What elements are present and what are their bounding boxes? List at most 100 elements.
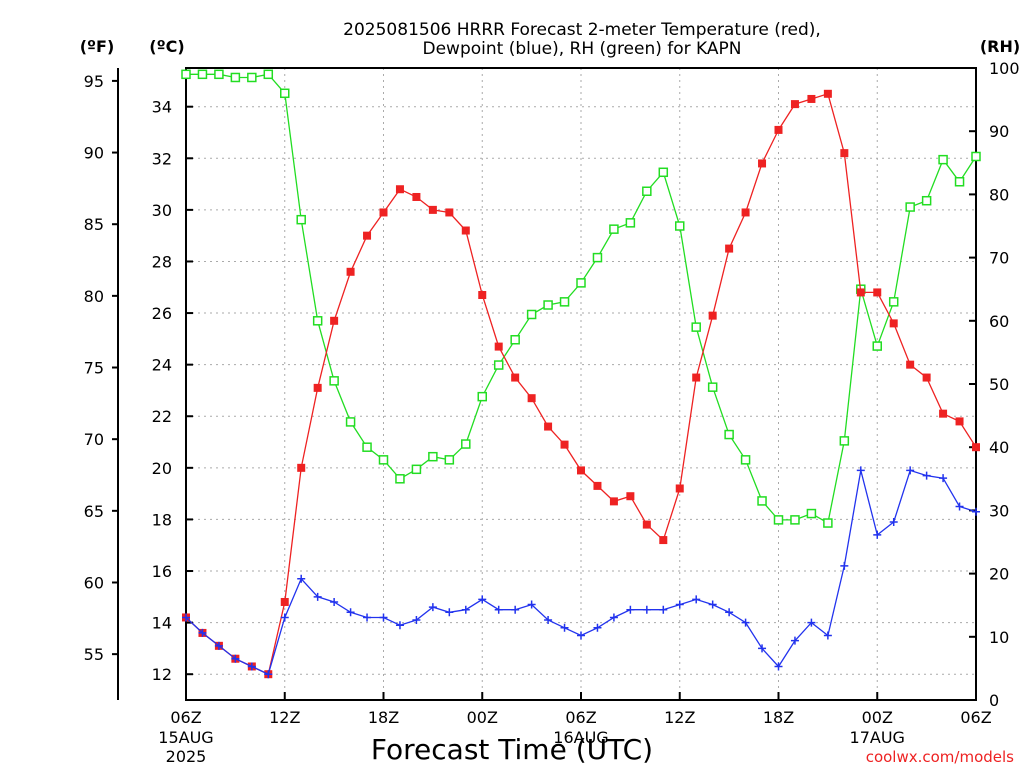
temperature-point xyxy=(659,536,668,545)
rh-point xyxy=(312,316,323,326)
rh-tick-label: 10 xyxy=(989,628,1009,647)
dewpoint-point xyxy=(461,605,470,614)
series-layer xyxy=(181,69,981,679)
rh-point xyxy=(576,278,586,288)
rh-tick-label: 60 xyxy=(989,312,1009,331)
rh-point xyxy=(954,177,965,187)
chart-title-line2: Dewpoint (blue), RH (green) for KAPN xyxy=(422,39,741,59)
dewpoint-point xyxy=(330,597,339,606)
celsius-tick-label: 18 xyxy=(152,510,172,529)
celsius-tick-label: 16 xyxy=(152,562,172,581)
temperature-point xyxy=(741,208,750,217)
temperature-point xyxy=(774,125,783,134)
rh-tick-label: 70 xyxy=(989,249,1009,268)
dewpoint-point xyxy=(346,608,355,617)
dewpoint-point xyxy=(511,605,520,614)
dewpoint-point xyxy=(889,518,898,527)
temperature-point xyxy=(642,520,651,529)
rh-point xyxy=(658,167,669,178)
series-line-filled-square xyxy=(185,92,977,676)
date-label: 16AUG xyxy=(553,728,608,747)
dewpoint-point xyxy=(560,623,569,632)
temperature-point xyxy=(313,383,322,392)
rh-point xyxy=(214,69,224,80)
dewpoint-point xyxy=(363,613,372,622)
rh-point xyxy=(872,341,882,351)
fahrenheit-tick-label: 65 xyxy=(84,502,104,521)
temperature-point xyxy=(428,205,437,214)
temperature-point xyxy=(609,497,618,506)
rh-point xyxy=(592,252,603,263)
rh-point xyxy=(971,151,981,162)
rh-point xyxy=(806,508,817,519)
rh-point xyxy=(543,300,553,310)
date-label: 15AUG xyxy=(158,728,213,747)
temperature-point xyxy=(708,311,717,320)
dewpoint-point xyxy=(379,613,388,622)
dewpoint-point xyxy=(214,641,223,650)
temperature-point xyxy=(494,342,503,351)
x-axis-title: Forecast Time (UTC) xyxy=(371,733,653,766)
rh-point xyxy=(675,221,685,231)
dewpoint-point xyxy=(494,605,503,614)
rh-point xyxy=(559,297,570,307)
rh-point xyxy=(724,429,734,440)
temperature-point xyxy=(577,466,585,475)
rh-point xyxy=(395,474,405,484)
dewpoint-point xyxy=(412,616,421,625)
fahrenheit-tick-label: 80 xyxy=(84,287,104,306)
rh-point xyxy=(444,455,455,465)
dewpoint-point xyxy=(297,574,306,583)
fahrenheit-unit-label: (ºF) xyxy=(80,37,115,56)
temperature-point xyxy=(511,373,520,382)
dewpoint-point xyxy=(675,600,684,609)
rh-point xyxy=(362,442,372,452)
rh-tick-label: 90 xyxy=(989,122,1009,141)
dewpoint-point xyxy=(955,502,964,511)
temperature-point xyxy=(395,185,404,194)
rh-point xyxy=(888,297,899,307)
rh-point xyxy=(477,391,487,402)
rh-point xyxy=(378,455,389,465)
rh-point xyxy=(247,72,257,83)
dewpoint-point xyxy=(642,605,651,614)
dewpoint-point xyxy=(313,592,322,601)
dewpoint-point xyxy=(692,595,701,604)
dewpoint-point xyxy=(527,600,536,609)
dewpoint-point xyxy=(577,631,585,640)
date-label: 2025 xyxy=(166,747,207,766)
rh-point xyxy=(757,496,767,506)
rh-tick-label: 80 xyxy=(989,185,1009,204)
rh-point xyxy=(790,515,800,525)
temperature-point xyxy=(790,100,799,109)
dewpoint-point xyxy=(182,613,190,622)
dewpoint-point xyxy=(428,603,437,612)
rh-point xyxy=(625,218,636,228)
fahrenheit-tick-label: 70 xyxy=(84,430,104,449)
temperature-point xyxy=(363,231,372,240)
temperature-point xyxy=(889,319,898,328)
dewpoint-point xyxy=(544,616,553,625)
dewpoint-point xyxy=(445,608,454,617)
rh-point xyxy=(263,69,274,80)
temperature-point xyxy=(297,463,306,472)
celsius-tick-label: 32 xyxy=(152,149,172,168)
temperature-point xyxy=(823,89,832,98)
dewpoint-point xyxy=(198,628,207,637)
rh-point xyxy=(510,335,520,345)
celsius-tick-label: 14 xyxy=(152,614,172,633)
time-tick-label: 06Z xyxy=(565,708,596,727)
temperature-point xyxy=(445,208,454,217)
dewpoint-point xyxy=(856,466,865,475)
rh-point xyxy=(296,214,306,225)
temperature-point xyxy=(856,288,865,297)
temperature-point xyxy=(873,288,882,297)
rh-point xyxy=(839,436,850,446)
rh-point xyxy=(230,72,241,83)
dewpoint-point xyxy=(972,507,980,516)
temperature-point xyxy=(758,159,767,168)
rh-point xyxy=(493,360,504,370)
celsius-unit-label: (ºC) xyxy=(149,37,184,56)
temperature-point xyxy=(972,443,980,452)
dewpoint-point xyxy=(395,621,404,630)
